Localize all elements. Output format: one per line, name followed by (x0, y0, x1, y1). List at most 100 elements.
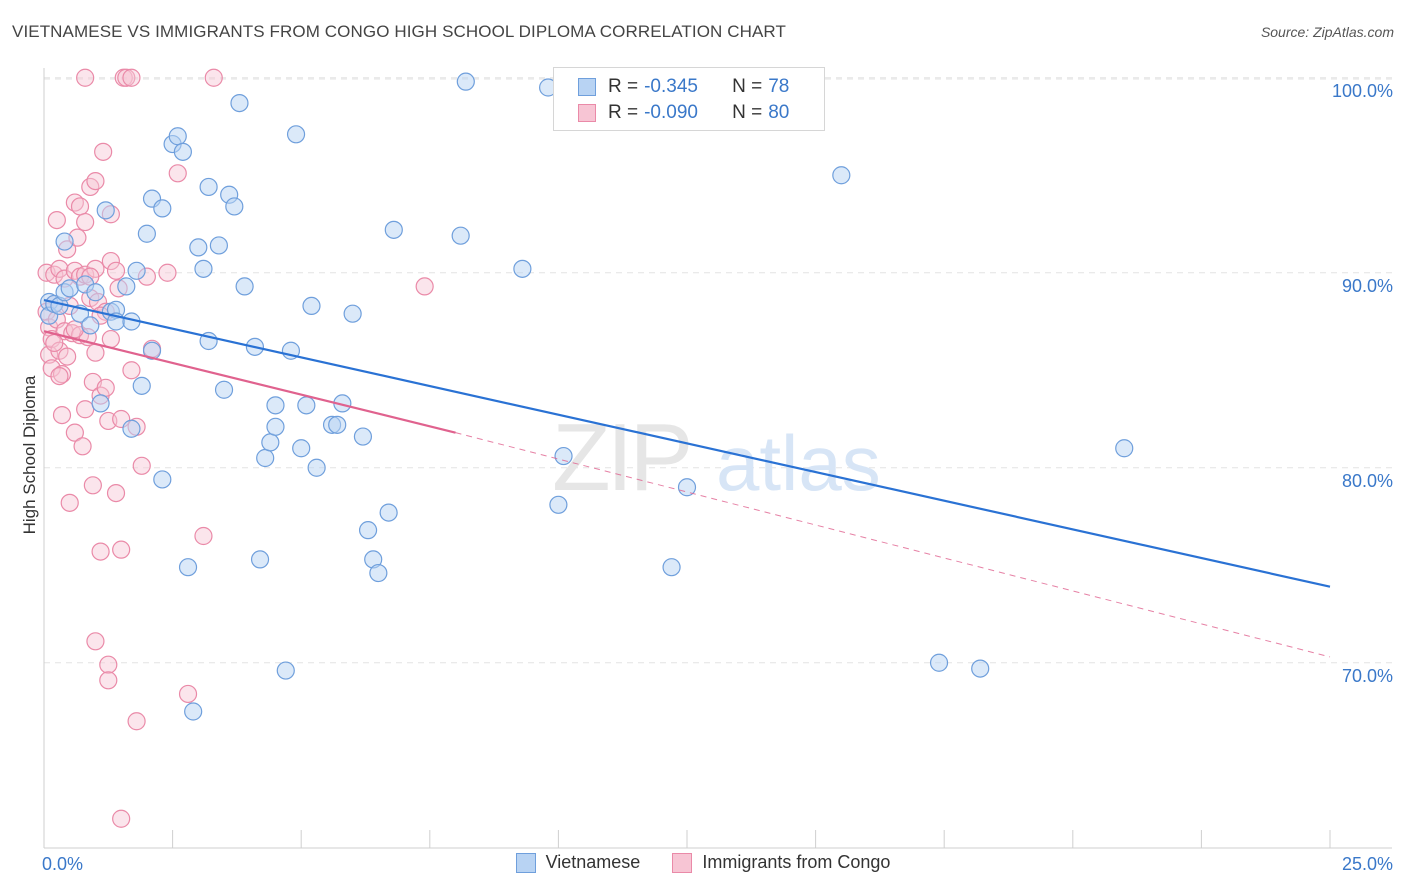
legend-swatch-blue (515, 852, 536, 873)
data-point-vietnamese (1115, 439, 1134, 458)
data-point-vietnamese (292, 439, 311, 458)
data-point-vietnamese (307, 458, 326, 477)
data-point-vietnamese (142, 341, 162, 360)
data-point-vietnamese (153, 470, 172, 489)
n-value: 80 (768, 102, 790, 123)
data-point-vietnamese (677, 478, 697, 497)
data-point-congo (91, 542, 110, 561)
data-point-vietnamese (256, 448, 275, 468)
data-point-congo (106, 484, 126, 503)
data-point-vietnamese (554, 446, 573, 466)
x-tick-label: 25.0% (1342, 854, 1393, 874)
data-point-vietnamese (184, 702, 203, 721)
data-point-vietnamese (91, 394, 110, 413)
data-point-congo (86, 632, 105, 651)
data-point-vietnamese (358, 521, 378, 540)
legend-label: Vietnamese (545, 852, 641, 872)
legend-row-congo: R = -0.090 N = 80 (578, 101, 789, 125)
data-point-vietnamese (81, 316, 100, 335)
data-point-congo (42, 359, 61, 378)
data-point-vietnamese (122, 419, 141, 438)
data-point-congo (65, 423, 84, 442)
data-point-congo (86, 172, 105, 191)
data-point-vietnamese (832, 166, 851, 185)
data-point-congo (60, 493, 79, 512)
data-point-vietnamese (230, 93, 249, 113)
data-point-vietnamese (369, 563, 388, 583)
r-label: R = (608, 76, 639, 97)
data-point-congo (45, 265, 64, 284)
trend-line-congo (43, 330, 456, 434)
r-value: -0.345 (644, 76, 698, 97)
data-point-vietnamese (456, 72, 475, 91)
data-point-vietnamese (286, 125, 306, 144)
data-point-congo (122, 361, 141, 380)
n-label: N = (732, 76, 763, 97)
trend-layer (43, 298, 1331, 658)
data-point-vietnamese (929, 653, 949, 672)
data-point-congo (415, 277, 434, 296)
legend-swatch-blue (578, 78, 596, 96)
legend-swatch-pink (578, 104, 596, 122)
y-tick-label: 80.0% (1342, 471, 1393, 491)
data-point-vietnamese (302, 296, 321, 315)
data-point-vietnamese (209, 236, 228, 255)
data-point-congo (101, 329, 120, 349)
data-point-vietnamese (384, 220, 403, 239)
data-point-vietnamese (214, 380, 234, 399)
data-point-vietnamese (132, 376, 151, 395)
pink-point-group (37, 68, 434, 828)
data-point-vietnamese (266, 396, 285, 415)
data-point-vietnamese (261, 433, 280, 452)
blue-point-group (40, 72, 1134, 721)
data-point-congo (117, 68, 136, 87)
data-point-vietnamese (127, 261, 146, 280)
data-point-congo (40, 345, 59, 364)
data-point-vietnamese (117, 277, 136, 296)
data-point-vietnamese (513, 259, 532, 278)
r-value: -0.090 (644, 102, 698, 123)
data-point-congo (112, 809, 131, 828)
data-point-vietnamese (379, 503, 398, 522)
legend-label: Immigrants from Congo (702, 852, 891, 872)
legend-swatch-pink (672, 852, 693, 873)
data-point-congo (50, 259, 69, 278)
y-tick-label: 90.0% (1342, 276, 1393, 296)
data-point-congo (96, 378, 115, 397)
data-point-vietnamese (549, 495, 568, 514)
data-point-vietnamese (451, 226, 470, 245)
data-point-vietnamese (343, 304, 362, 323)
data-point-vietnamese (266, 417, 285, 436)
data-point-congo (73, 437, 92, 456)
watermark-zip: ZIP (552, 404, 689, 511)
trend-line-vietnamese (43, 298, 1331, 588)
data-point-vietnamese (353, 427, 373, 446)
data-point-congo (112, 540, 131, 559)
data-point-congo (76, 68, 95, 87)
data-point-congo (83, 476, 102, 495)
data-point-congo (58, 347, 77, 366)
data-point-vietnamese (153, 199, 172, 218)
legend-item-vietnamese[interactable]: Vietnamese (515, 852, 641, 873)
legend-item-congo[interactable]: Immigrants from Congo (672, 852, 890, 873)
data-point-congo (194, 526, 213, 546)
r-label: R = (608, 102, 639, 123)
data-point-congo (122, 68, 141, 87)
data-point-vietnamese (55, 232, 74, 251)
data-point-vietnamese (971, 659, 990, 678)
data-point-congo (50, 367, 69, 386)
series-legend: Vietnamese Immigrants from Congo (0, 852, 1406, 873)
data-point-congo (52, 365, 72, 384)
data-point-congo (132, 456, 151, 475)
data-point-congo (45, 333, 64, 353)
data-point-vietnamese (173, 142, 192, 161)
data-point-vietnamese (250, 550, 270, 569)
data-point-vietnamese (662, 558, 681, 577)
data-point-vietnamese (178, 558, 198, 577)
data-point-congo (204, 68, 223, 87)
watermark-atlas: atlas (716, 419, 881, 507)
legend-row-vietnamese: R = -0.345 N = 78 (578, 75, 789, 99)
source-label: Source: ZipAtlas.com (1260, 24, 1394, 40)
